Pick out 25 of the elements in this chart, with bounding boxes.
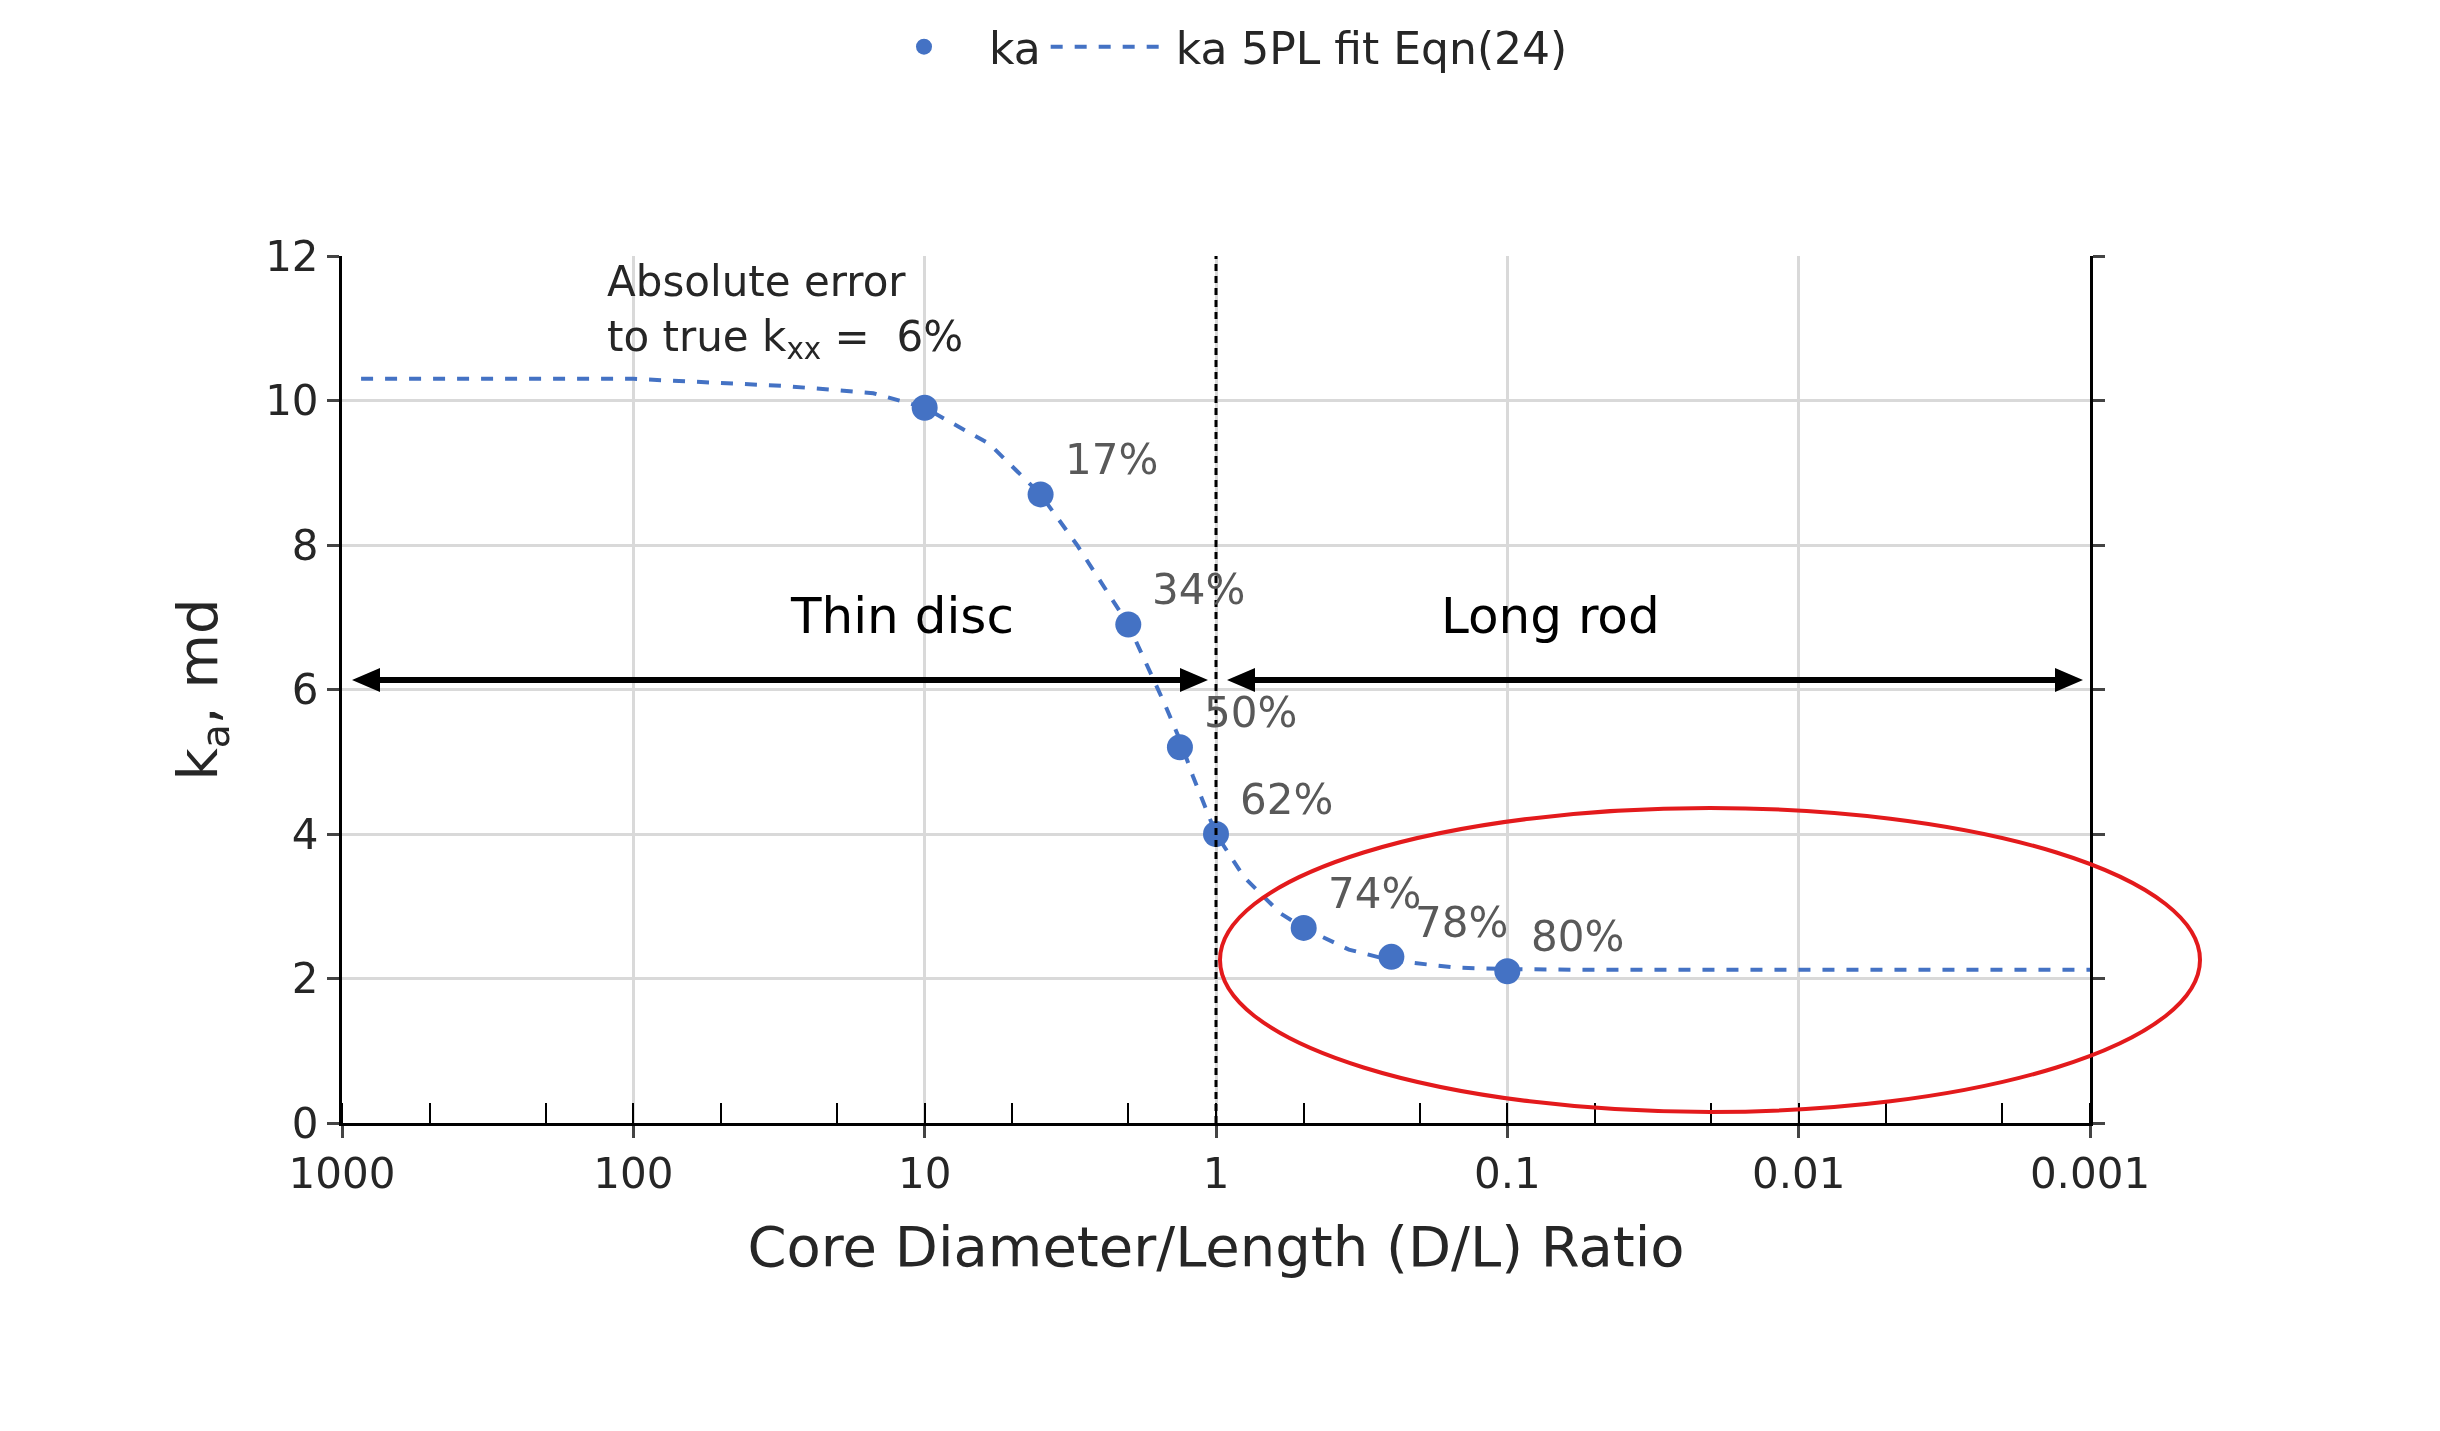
y-tick-label: 2 [291, 954, 319, 1004]
y-tick-label: 4 [291, 809, 319, 859]
x-tick-label: 0.1 [1473, 1149, 1541, 1199]
annotation: 17% [1065, 435, 1159, 484]
annotation: 62% [1240, 775, 1334, 824]
x-tick-label: 100 [593, 1149, 674, 1199]
y-tick-label: 0 [291, 1098, 319, 1148]
annotation: 34% [1152, 565, 1246, 614]
annotation: Thin disc [790, 587, 1014, 645]
legend-label: ka 5PL fit Eqn(24) [1175, 22, 1568, 74]
y-tick-label: 8 [291, 520, 319, 570]
x-axis-title: Core Diameter/Length (D/L) Ratio [747, 1214, 1685, 1280]
y-tick-label: 10 [265, 376, 319, 426]
annotation: Long rod [1441, 587, 1660, 645]
x-tick-label: 0.01 [1751, 1149, 1846, 1199]
annotation: 80% [1531, 912, 1625, 961]
y-tick-label: 12 [265, 231, 319, 281]
x-tick-label: 10 [897, 1149, 952, 1199]
annotation: Absolute error to true k$_{xx}$ = 6% [607, 257, 964, 367]
x-tick-label: 1 [1202, 1149, 1230, 1199]
x-tick-label: 0.001 [2029, 1149, 2151, 1199]
legend-label: ka [989, 22, 1041, 74]
y-tick-label: 6 [291, 665, 319, 715]
annotation: 50% [1204, 688, 1298, 737]
x-tick-label: 1000 [288, 1149, 396, 1199]
